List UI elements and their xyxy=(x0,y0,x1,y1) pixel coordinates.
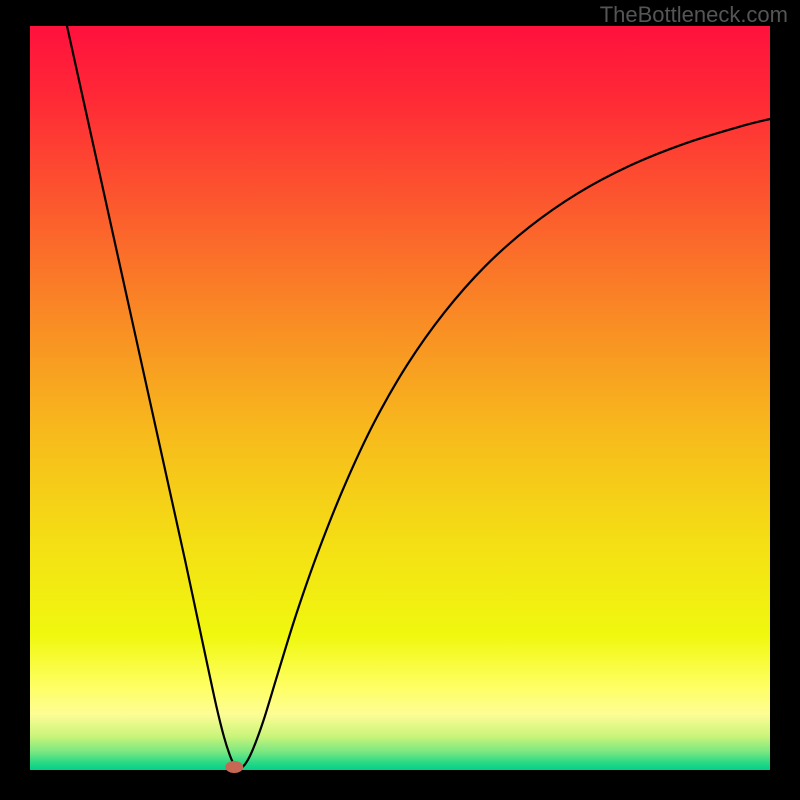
bottleneck-chart-svg xyxy=(0,0,800,800)
chart-container: TheBottleneck.com xyxy=(0,0,800,800)
plot-area xyxy=(30,26,770,770)
optimal-point-marker xyxy=(225,761,243,773)
watermark-text: TheBottleneck.com xyxy=(600,2,788,28)
